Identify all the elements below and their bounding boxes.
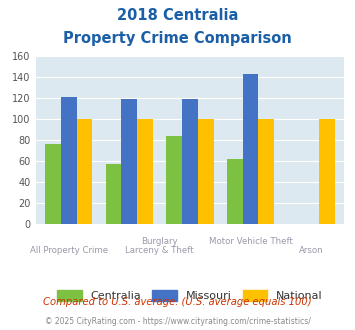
Legend: Centralia, Missouri, National: Centralia, Missouri, National [53, 285, 327, 306]
Text: Compared to U.S. average. (U.S. average equals 100): Compared to U.S. average. (U.S. average … [43, 297, 312, 307]
Bar [166, 136, 182, 224]
Bar [137, 119, 153, 224]
Text: 2018 Centralia: 2018 Centralia [117, 8, 238, 23]
Bar [61, 97, 77, 224]
Text: Larceny & Theft: Larceny & Theft [125, 247, 194, 255]
Text: All Property Crime: All Property Crime [30, 247, 108, 255]
Bar [258, 119, 274, 224]
Bar [121, 99, 137, 224]
Bar [198, 119, 214, 224]
Bar [319, 119, 335, 224]
Bar [182, 99, 198, 224]
Bar [106, 164, 121, 224]
Text: Motor Vehicle Theft: Motor Vehicle Theft [208, 237, 293, 246]
Bar [45, 145, 61, 224]
Text: © 2025 CityRating.com - https://www.cityrating.com/crime-statistics/: © 2025 CityRating.com - https://www.city… [45, 317, 310, 326]
Bar [242, 74, 258, 224]
Text: Arson: Arson [299, 247, 323, 255]
Bar [227, 159, 242, 224]
Text: Burglary: Burglary [141, 237, 178, 246]
Bar [77, 119, 92, 224]
Text: Property Crime Comparison: Property Crime Comparison [63, 31, 292, 46]
